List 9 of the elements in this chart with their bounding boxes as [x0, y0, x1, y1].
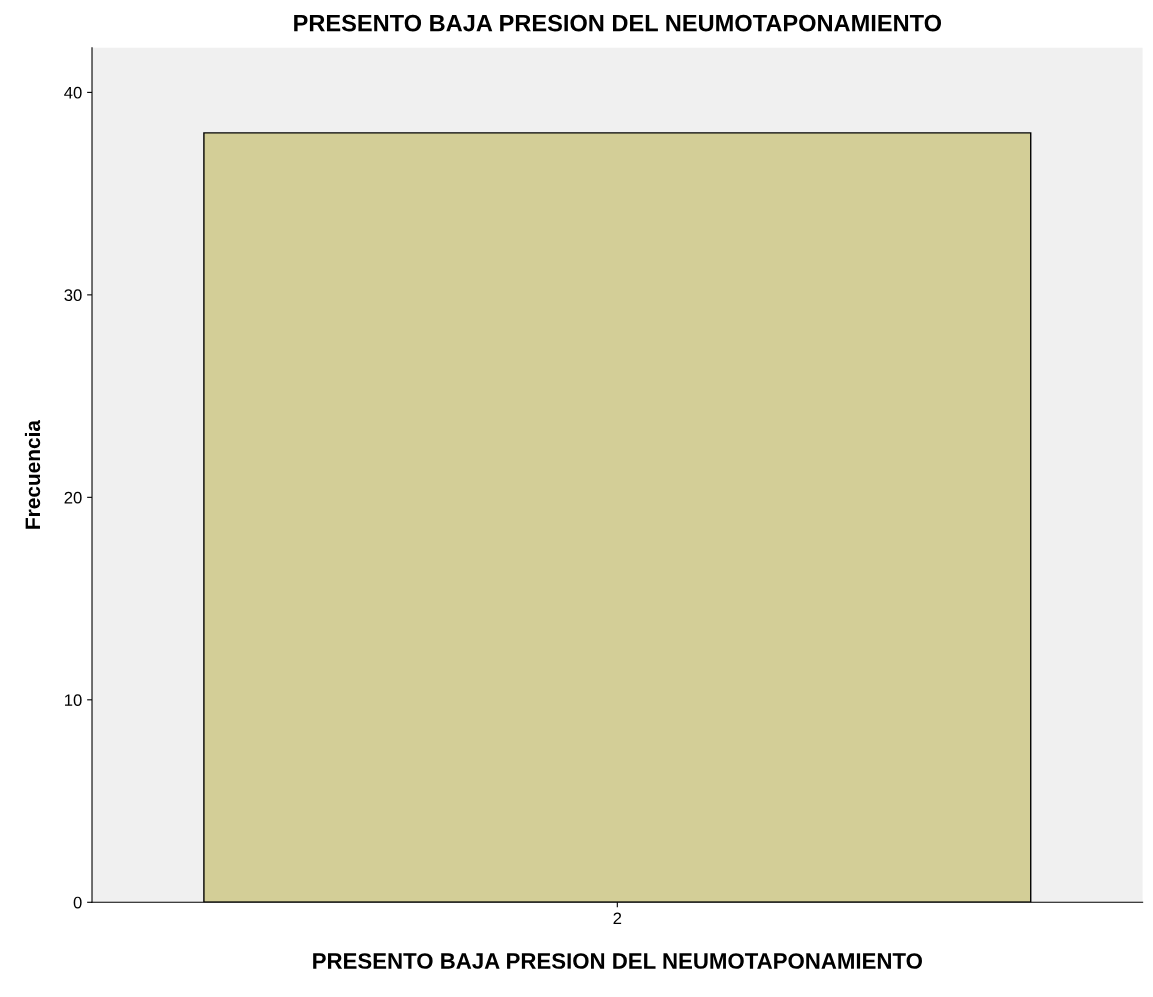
y-tick-label: 20	[64, 491, 82, 504]
chart-title: PRESENTO BAJA PRESION DEL NEUMOTAPONAMIENTO	[294, 14, 942, 32]
y-tick-label: 0	[73, 896, 82, 909]
x-tick-label: 2	[613, 912, 622, 925]
x-axis-title: PRESENTO BAJA PRESION DEL NEUMOTAPONAMIENTO	[313, 953, 922, 969]
y-tick-label: 40	[64, 86, 82, 99]
y-tick-label: 30	[64, 289, 82, 302]
y-axis-title: Frecuencia	[24, 419, 41, 529]
y-tick-label: 10	[65, 694, 82, 707]
